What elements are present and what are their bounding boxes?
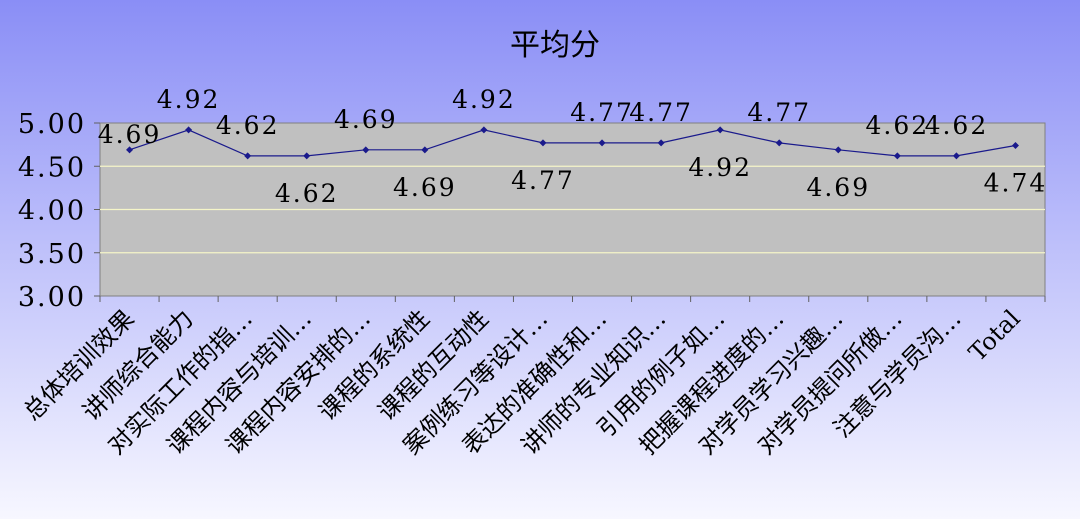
data-labels: 4.694.924.624.624.694.694.924.774.774.77…	[98, 85, 1048, 208]
data-label: 4.69	[393, 173, 457, 202]
data-point	[1011, 141, 1019, 149]
data-point	[244, 152, 252, 160]
data-label: 4.77	[629, 98, 693, 127]
data-label: 4.92	[688, 153, 752, 182]
data-point	[834, 146, 842, 154]
data-point	[480, 126, 488, 134]
data-point	[952, 152, 960, 160]
data-label: 4.77	[570, 98, 634, 127]
data-point	[126, 146, 134, 154]
data-point	[185, 126, 193, 134]
y-axis-labels: 3.00 3.50 4.00 4.50 5.00	[18, 109, 86, 313]
data-label: 4.62	[216, 111, 280, 140]
data-point	[303, 152, 311, 160]
gridlines	[94, 122, 1045, 297]
data-point	[893, 152, 901, 160]
data-point	[657, 139, 665, 147]
data-label: 4.62	[275, 179, 339, 208]
data-label: 4.74	[984, 168, 1048, 197]
y-tick-label: 4.00	[18, 196, 86, 227]
y-tick-label: 3.00	[18, 282, 86, 313]
data-point	[421, 146, 429, 154]
data-point	[539, 139, 547, 147]
data-point	[775, 139, 783, 147]
y-tick-label: 5.00	[18, 109, 86, 140]
data-label: 4.62	[866, 111, 930, 140]
series-line	[129, 129, 1016, 157]
data-label: 4.69	[806, 173, 870, 202]
data-point	[598, 139, 606, 147]
data-label: 4.92	[452, 85, 516, 114]
data-label: 4.69	[334, 105, 398, 134]
data-points	[126, 126, 1019, 160]
data-label: 4.69	[98, 120, 162, 149]
chart-title: 平均分	[510, 28, 600, 63]
data-label: 4.77	[511, 166, 575, 195]
data-point	[362, 146, 370, 154]
data-point	[716, 126, 724, 134]
y-tick-label: 4.50	[18, 152, 86, 183]
data-label: 4.77	[747, 98, 811, 127]
data-label: 4.92	[157, 85, 221, 114]
y-tick-label: 3.50	[18, 239, 86, 270]
data-label: 4.62	[925, 111, 989, 140]
x-axis-ticks	[99, 296, 1046, 302]
